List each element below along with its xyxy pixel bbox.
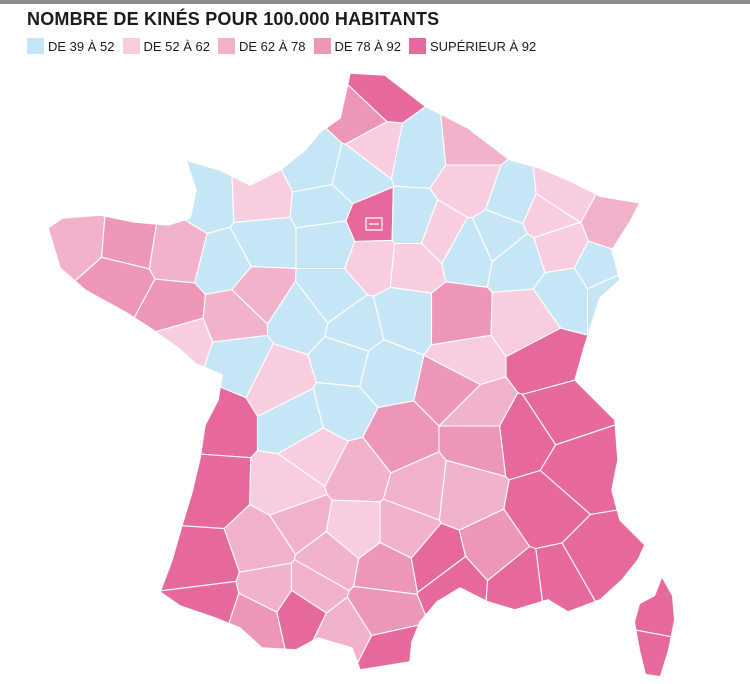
department-region: Manche	[95, 73, 235, 235]
department-region: Saône-et-Loire	[430, 281, 493, 346]
legend-item: DE 62 À 78	[218, 38, 306, 54]
department-region: Calvados	[226, 73, 294, 223]
legend-label: DE 78 À 92	[334, 38, 402, 54]
legend-item: DE 39 À 52	[27, 38, 115, 54]
department-region: Vendée	[48, 317, 214, 449]
legend-item: SUPÉRIEUR À 92	[409, 38, 536, 54]
legend-label: DE 52 À 62	[143, 38, 211, 54]
legend-swatch	[27, 38, 44, 54]
france-choropleth-map: NordPas-de-CalaisSommeAisneSeine-Maritim…	[47, 72, 674, 676]
legend-swatch	[313, 38, 331, 54]
department-region: Drôme	[438, 425, 507, 478]
legend-label: DE 62 À 78	[239, 38, 306, 54]
department-region: Corse-du-Sud	[635, 627, 674, 676]
department-region: Ardennes	[438, 73, 577, 166]
department-region: Morbihan	[48, 256, 156, 442]
corsica-departments: Haute-CorseCorse-du-Sud	[635, 578, 674, 676]
mainland-outline	[47, 72, 646, 671]
legend-item: DE 52 À 62	[122, 38, 211, 54]
department-region: Haute-Corse	[635, 578, 674, 641]
legend-swatch	[409, 38, 426, 54]
department-region: Seine-Maritime	[226, 73, 343, 193]
legend-item: DE 78 À 92	[313, 38, 402, 54]
mainland-departments: NordPas-de-CalaisSommeAisneSeine-Maritim…	[48, 73, 645, 670]
department-region: Côtes-d'Armor	[101, 115, 161, 270]
department-region: Charente-Maritime	[51, 378, 259, 459]
department-region: Bas-Rhin	[580, 76, 645, 263]
department-region: Pyrénées-Atlantiques	[48, 580, 240, 670]
department-region: Gironde	[48, 443, 252, 530]
department-region: Indre	[307, 336, 370, 388]
department-region: Eure-et-Loir	[295, 220, 356, 270]
map-title: NOMBRE DE KINÉS POUR 100.000 HABITANTS	[27, 9, 440, 29]
ile-de-france-detail	[365, 217, 383, 231]
legend-swatch	[218, 38, 235, 54]
legend: DE 39 À 52 DE 52 À 62 DE 62 À 78 DE 78 À…	[27, 37, 544, 55]
top-rule	[0, 0, 750, 4]
legend-label: SUPÉRIEUR À 92	[430, 38, 537, 54]
legend-label: DE 39 À 52	[48, 38, 115, 54]
legend-swatch	[122, 38, 140, 54]
